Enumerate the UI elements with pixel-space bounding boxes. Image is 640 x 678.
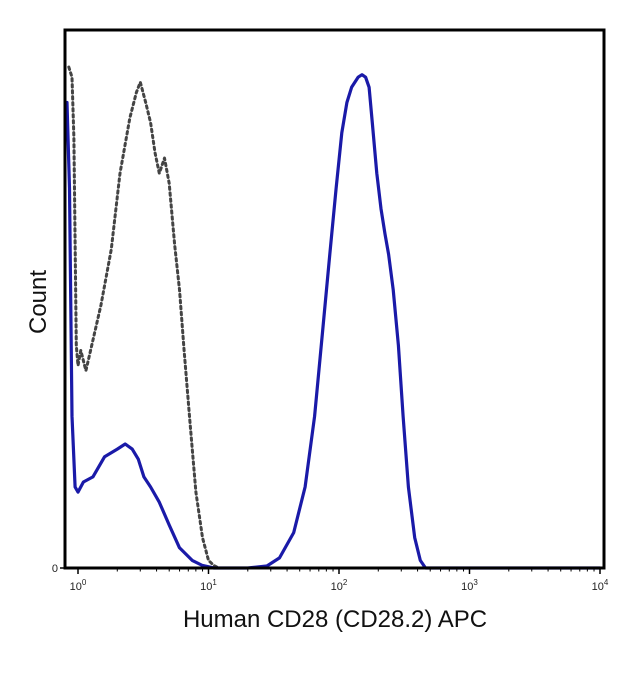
histogram-dotted-line <box>67 65 221 570</box>
histogram-solid-line <box>65 73 602 570</box>
x-tick-label: 104 <box>592 578 609 593</box>
x-tick-label: 101 <box>200 578 217 593</box>
plot-frame <box>63 28 606 570</box>
x-tick-label: 102 <box>331 578 348 593</box>
x-tick-label: 103 <box>461 578 478 593</box>
y-tick-label: 0 <box>52 563 58 575</box>
x-tick-label: 100 <box>70 578 87 593</box>
axes: 100 101 102 103 104 0 <box>52 28 609 593</box>
x-axis-label: Human CD28 (CD28.2) APC <box>183 606 487 633</box>
plot-area <box>65 65 602 570</box>
y-axis-label: Count <box>25 270 52 334</box>
